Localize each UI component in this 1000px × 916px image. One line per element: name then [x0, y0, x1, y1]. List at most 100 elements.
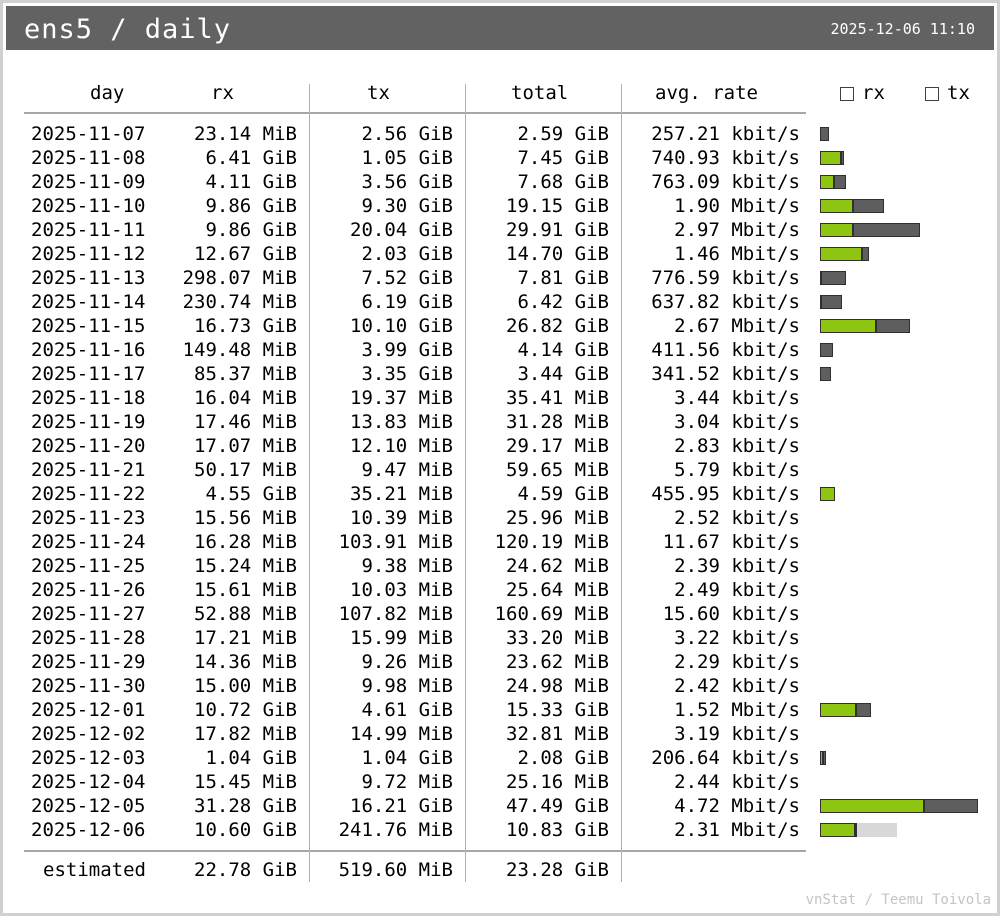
legend-tx-swatch	[925, 87, 939, 101]
cell-rx: 16.73 GiB	[194, 315, 297, 337]
rx-bar	[820, 751, 823, 765]
cell-total: 26.82 GiB	[506, 315, 609, 337]
cell-rx: 1.04 GiB	[205, 747, 297, 769]
cell-total: 24.62 MiB	[506, 555, 609, 577]
cell-rx: 15.56 MiB	[194, 507, 297, 529]
cell-rx: 23.14 MiB	[194, 123, 297, 145]
cell-total: 10.83 GiB	[506, 819, 609, 841]
tx-bar	[823, 751, 826, 765]
tx-bar	[834, 175, 846, 189]
cell-day: 2025-11-15	[31, 315, 146, 337]
cell-total: 3.44 GiB	[517, 363, 609, 385]
cell-day: 2025-11-26	[31, 579, 146, 601]
tx-bar	[820, 127, 829, 141]
cell-avg-rate: 206.64 kbit/s	[651, 747, 800, 769]
cell-avg-rate: 1.46 Mbit/s	[674, 243, 800, 265]
cell-rx: 85.37 MiB	[194, 363, 297, 385]
cell-total: 14.70 GiB	[506, 243, 609, 265]
cell-day: 2025-11-22	[31, 483, 146, 505]
cell-rx: 52.88 MiB	[194, 603, 297, 625]
column-divider	[465, 84, 466, 882]
cell-day: 2025-11-19	[31, 411, 146, 433]
cell-avg-rate: 3.04 kbit/s	[674, 411, 800, 433]
estimated-label: estimated	[43, 859, 146, 881]
cell-rx: 14.36 MiB	[194, 651, 297, 673]
cell-tx: 14.99 MiB	[350, 723, 453, 745]
cell-rx: 16.04 MiB	[194, 387, 297, 409]
header-divider	[24, 112, 806, 114]
cell-total: 2.08 GiB	[517, 747, 609, 769]
cell-avg-rate: 637.82 kbit/s	[651, 291, 800, 313]
cell-total: 24.98 MiB	[506, 675, 609, 697]
cell-rx: 4.55 GiB	[205, 483, 297, 505]
cell-day: 2025-11-23	[31, 507, 146, 529]
cell-tx: 3.99 GiB	[361, 339, 453, 361]
cell-avg-rate: 1.52 Mbit/s	[674, 699, 800, 721]
cell-rx: 298.07 MiB	[182, 267, 297, 289]
tx-bar	[856, 703, 871, 717]
cell-avg-rate: 5.79 kbit/s	[674, 459, 800, 481]
cell-day: 2025-11-20	[31, 435, 146, 457]
cell-avg-rate: 740.93 kbit/s	[651, 147, 800, 169]
cell-total: 6.42 GiB	[517, 291, 609, 313]
cell-tx: 107.82 MiB	[338, 603, 453, 625]
cell-total: 4.14 GiB	[517, 339, 609, 361]
cell-total: 4.59 GiB	[517, 483, 609, 505]
cell-avg-rate: 2.42 kbit/s	[674, 675, 800, 697]
cell-tx: 4.61 GiB	[361, 699, 453, 721]
cell-total: 25.64 MiB	[506, 579, 609, 601]
cell-tx: 19.37 MiB	[350, 387, 453, 409]
cell-day: 2025-11-25	[31, 555, 146, 577]
cell-tx: 1.05 GiB	[361, 147, 453, 169]
cell-avg-rate: 455.95 kbit/s	[651, 483, 800, 505]
rx-bar	[820, 487, 835, 501]
cell-tx: 6.19 GiB	[361, 291, 453, 313]
cell-rx: 17.46 MiB	[194, 411, 297, 433]
column-header-tx: tx	[367, 82, 390, 104]
rx-bar	[820, 199, 853, 213]
footer-credit: vnStat / Teemu Toivola	[805, 892, 991, 908]
cell-avg-rate: 2.31 Mbit/s	[674, 819, 800, 841]
cell-total: 29.17 MiB	[506, 435, 609, 457]
cell-tx: 9.72 MiB	[361, 771, 453, 793]
column-divider	[621, 84, 622, 882]
cell-avg-rate: 257.21 kbit/s	[651, 123, 800, 145]
cell-avg-rate: 15.60 kbit/s	[662, 603, 800, 625]
cell-rx: 15.45 MiB	[194, 771, 297, 793]
title-bar: ens5 / daily 2025-12-06 11:10	[6, 6, 994, 50]
legend-tx-label: tx	[947, 82, 970, 104]
cell-avg-rate: 3.44 kbit/s	[674, 387, 800, 409]
cell-avg-rate: 763.09 kbit/s	[651, 171, 800, 193]
legend-rx-swatch	[840, 87, 854, 101]
cell-tx: 9.38 MiB	[361, 555, 453, 577]
tx-bar	[853, 223, 920, 237]
rx-bar	[820, 223, 853, 237]
cell-total: 35.41 MiB	[506, 387, 609, 409]
cell-tx: 2.56 GiB	[361, 123, 453, 145]
cell-total: 7.45 GiB	[517, 147, 609, 169]
cell-day: 2025-11-30	[31, 675, 146, 697]
cell-tx: 10.10 GiB	[350, 315, 453, 337]
cell-day: 2025-11-13	[31, 267, 146, 289]
cell-rx: 6.41 GiB	[205, 147, 297, 169]
estimated-divider	[24, 850, 806, 852]
tx-bar	[821, 295, 842, 309]
cell-rx: 16.28 MiB	[194, 531, 297, 553]
cell-tx: 2.03 GiB	[361, 243, 453, 265]
cell-avg-rate: 3.22 kbit/s	[674, 627, 800, 649]
cell-day: 2025-11-29	[31, 651, 146, 673]
cell-day: 2025-11-09	[31, 171, 146, 193]
cell-tx: 9.30 GiB	[361, 195, 453, 217]
tx-bar	[821, 271, 846, 285]
rx-bar	[820, 175, 834, 189]
cell-day: 2025-11-07	[31, 123, 146, 145]
cell-day: 2025-11-10	[31, 195, 146, 217]
cell-rx: 149.48 MiB	[182, 339, 297, 361]
cell-rx: 17.21 MiB	[194, 627, 297, 649]
page-title: ens5 / daily	[24, 14, 232, 45]
cell-avg-rate: 2.97 Mbit/s	[674, 219, 800, 241]
tx-bar	[820, 343, 833, 357]
cell-avg-rate: 341.52 kbit/s	[651, 363, 800, 385]
rx-bar	[820, 247, 862, 261]
cell-total: 7.68 GiB	[517, 171, 609, 193]
